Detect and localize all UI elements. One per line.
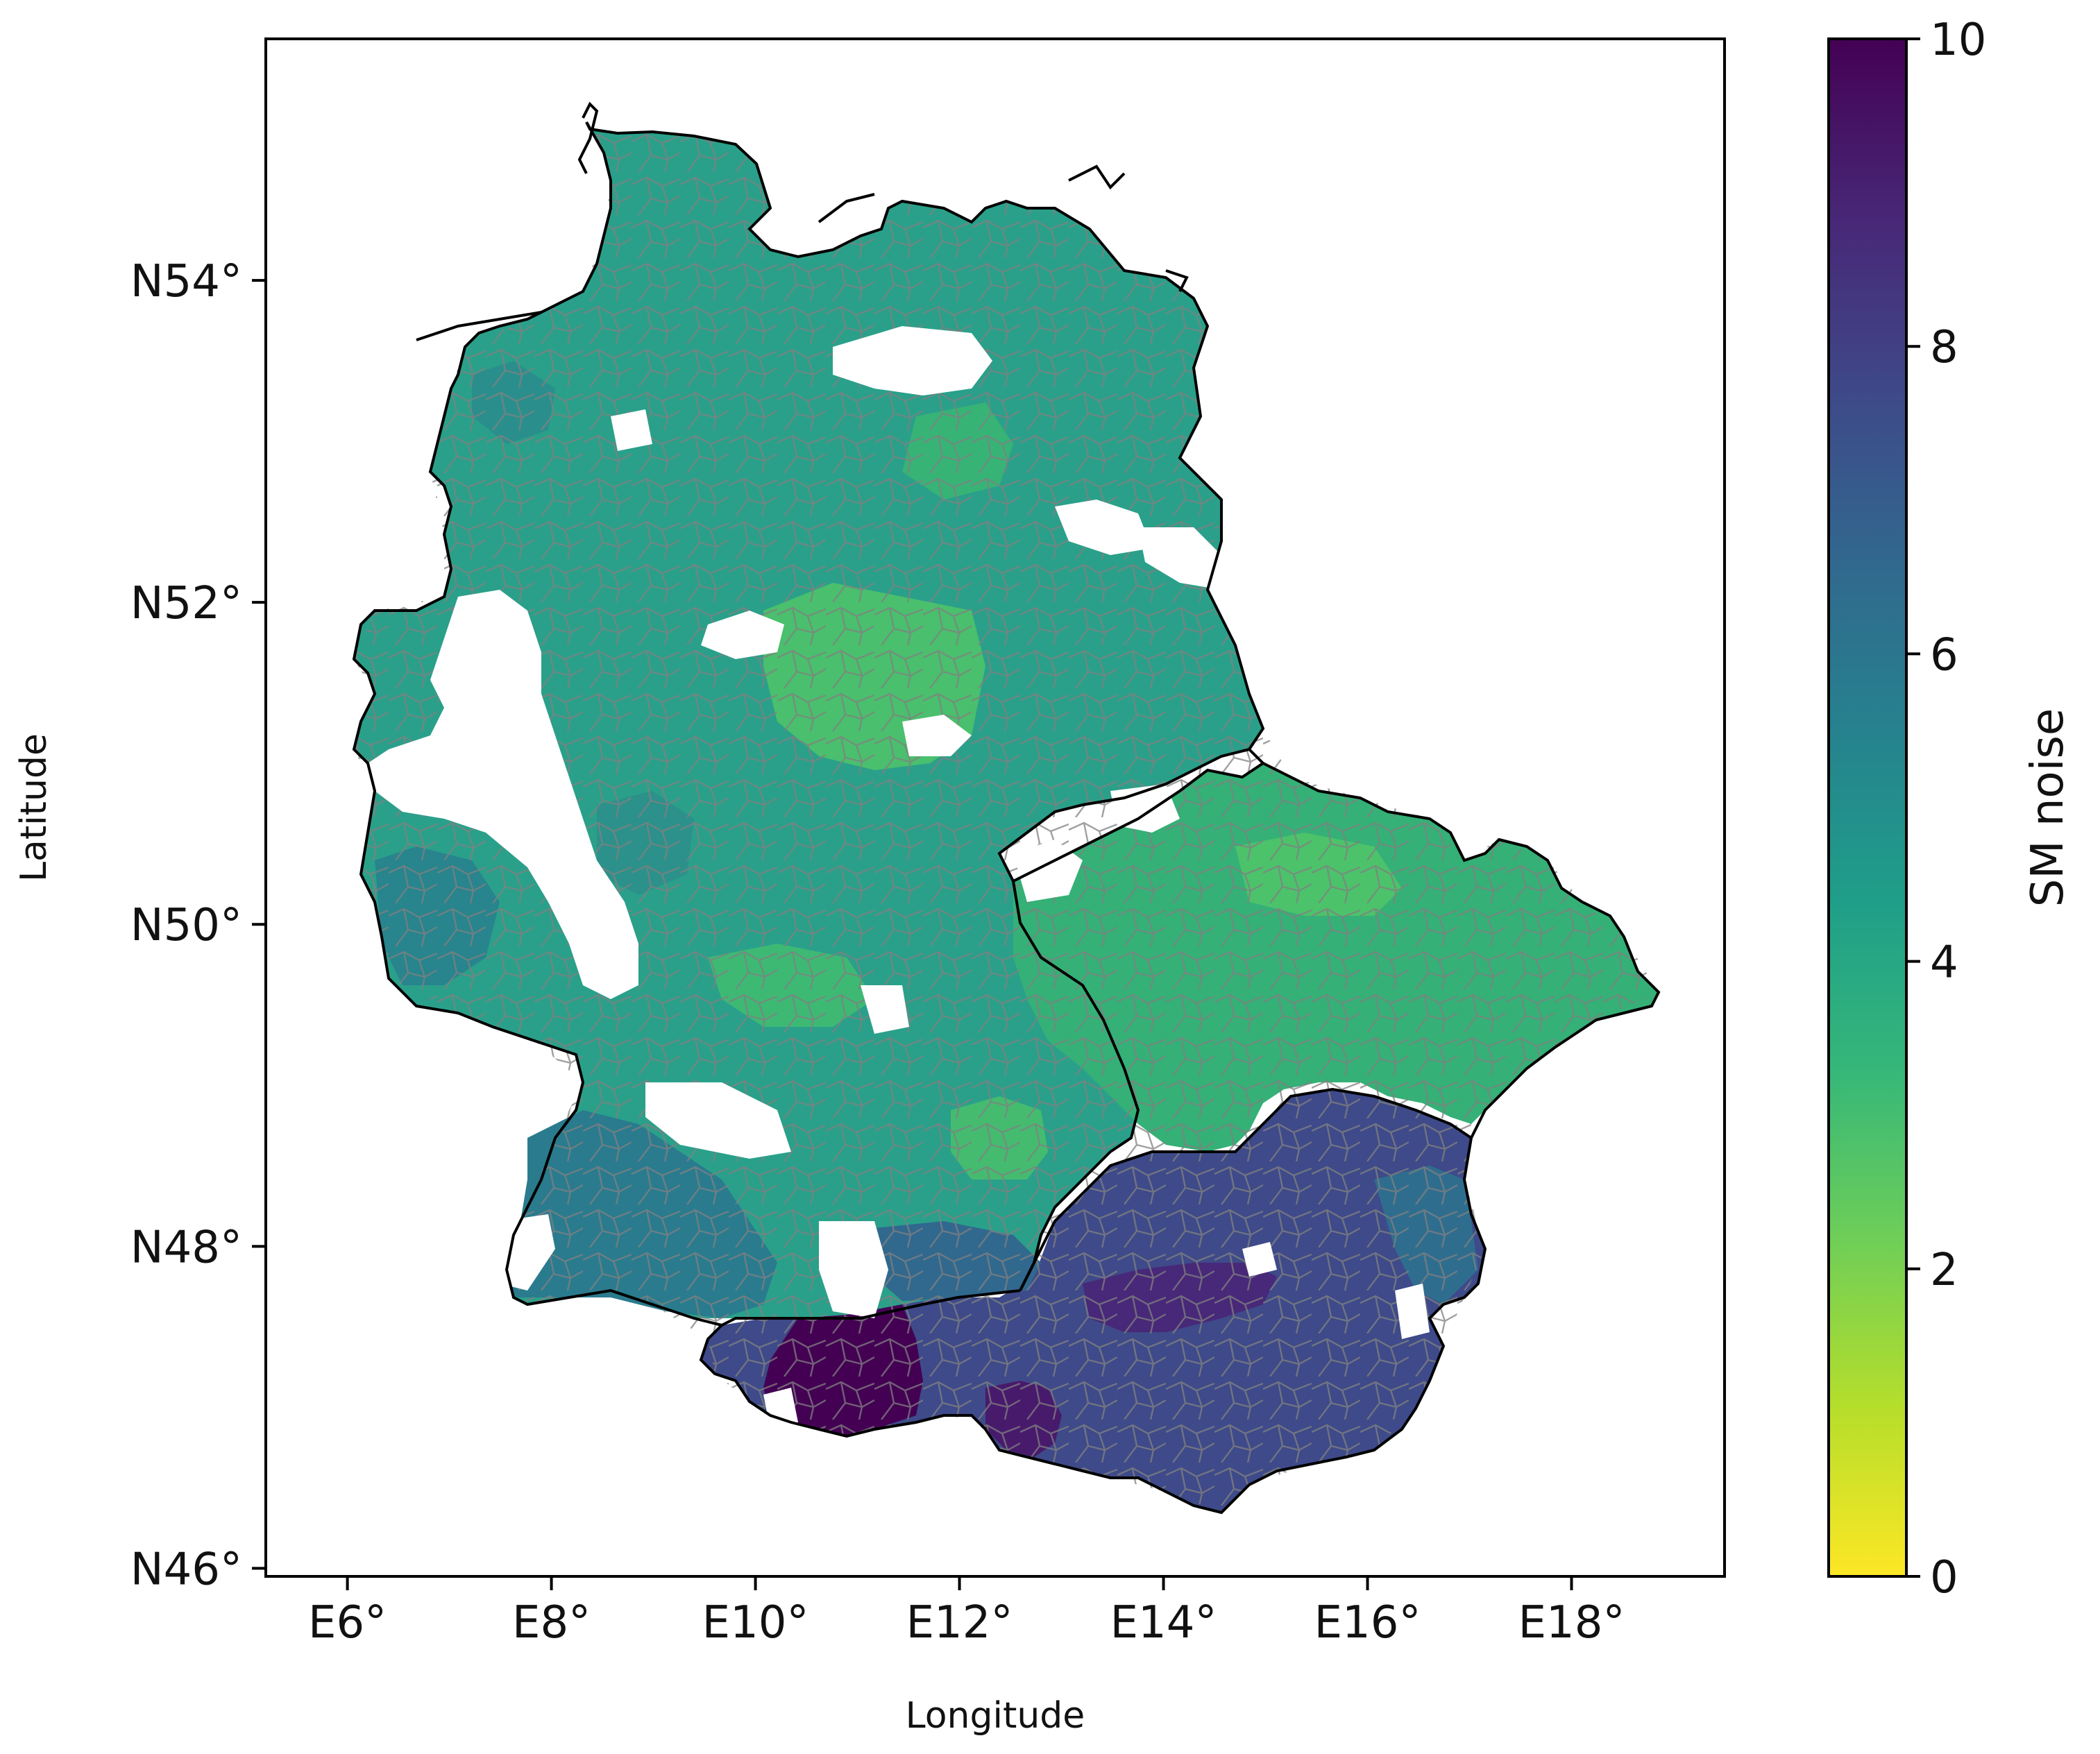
x-tick-label: E14°: [1110, 1597, 1217, 1649]
y-tick-label: N54°: [130, 256, 242, 307]
map-layer: [352, 101, 1661, 1515]
y-tick-label: N46°: [130, 1544, 242, 1595]
y-tick-label: N48°: [130, 1222, 242, 1273]
x-tick-label: E6°: [308, 1597, 387, 1649]
x-tick-label: E10°: [702, 1597, 809, 1649]
y-axis-label: Latitude: [13, 733, 55, 882]
colorbar-label: SM noise: [2022, 708, 2074, 907]
x-axis: E6° E8° E10° E12° E14° E16° E18°: [308, 1576, 1625, 1649]
colorbar: [1827, 37, 1908, 1578]
colorbar-axis: 0 2 4 6 8 10: [1906, 15, 1986, 1603]
x-tick-label: E8°: [512, 1597, 591, 1649]
x-tick-label: E16°: [1314, 1597, 1421, 1649]
no-data-areas: [368, 326, 1430, 1429]
plot-frame: [264, 37, 1726, 1578]
colorbar-tick-label: 4: [1930, 937, 1958, 989]
y-tick-label: N52°: [130, 578, 242, 629]
y-axis: N46° N48° N50° N52° N54°: [130, 256, 266, 1595]
colorbar-tick-label: 8: [1930, 322, 1958, 373]
x-axis-label: Longitude: [906, 1695, 1085, 1737]
district-boundaries: [354, 122, 1659, 1513]
x-tick-label: E12°: [906, 1597, 1013, 1649]
colorbar-tick-label: 2: [1930, 1245, 1958, 1296]
y-tick-label: N50°: [130, 900, 242, 951]
x-tick-label: E18°: [1518, 1597, 1625, 1649]
country-borders: [352, 101, 1661, 1515]
colorbar-tick-label: 10: [1930, 15, 1986, 66]
colorbar-tick-label: 0: [1930, 1552, 1958, 1603]
colorbar-tick-label: 6: [1930, 629, 1958, 681]
